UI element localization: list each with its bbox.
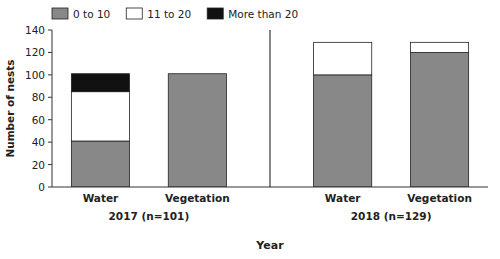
y-tick — [48, 97, 52, 98]
legend-swatch — [52, 8, 68, 19]
bar-segment — [168, 74, 226, 187]
bar-segment — [314, 42, 372, 75]
legend: 0 to 10 11 to 20 More than 20 — [52, 8, 298, 20]
group-divider — [270, 30, 271, 187]
y-tick — [48, 119, 52, 120]
y-tick-label: 20 — [32, 159, 45, 171]
bar-segment — [168, 73, 226, 74]
y-tick — [48, 187, 52, 188]
y-tick-label: 40 — [32, 136, 45, 148]
y-tick — [48, 142, 52, 143]
y-axis-label: Number of nests — [4, 59, 16, 157]
bar-segment — [168, 73, 226, 74]
group-label: 2018 (n=129) — [351, 210, 432, 222]
y-tick — [48, 74, 52, 75]
legend-swatch — [207, 8, 223, 19]
y-tick — [48, 164, 52, 165]
bar-segment — [410, 42, 468, 52]
x-tick-label: Water — [83, 192, 119, 204]
bar-segment — [314, 42, 372, 43]
legend-label: 11 to 20 — [147, 8, 191, 20]
legend-swatch — [126, 8, 142, 19]
x-tick-label: Vegetation — [407, 192, 472, 204]
y-tick-label: 60 — [32, 114, 45, 126]
bar-segment — [71, 74, 129, 92]
y-tick-label: 80 — [32, 91, 45, 103]
y-tick — [48, 30, 52, 31]
x-tick-label: Vegetation — [165, 192, 230, 204]
y-tick-label: 100 — [25, 69, 45, 81]
y-tick — [48, 52, 52, 53]
y-axis — [52, 30, 53, 187]
y-tick-label: 120 — [25, 46, 45, 58]
chart-container: 0 20 40 60 80 100 120 140 Water Vegetation Water Ve… — [0, 0, 500, 259]
x-axis-label: Year — [255, 239, 284, 252]
y-tick-label: 140 — [25, 24, 45, 36]
bar-segment — [410, 52, 468, 187]
bar-segment — [71, 92, 129, 141]
x-tick-label: Water — [325, 192, 361, 204]
chart: 0 20 40 60 80 100 120 140 Water Vegetation Water Ve… — [0, 0, 500, 259]
legend-label: 0 to 10 — [73, 8, 110, 20]
legend-label: More than 20 — [228, 8, 298, 20]
bar-segment — [71, 141, 129, 187]
group-label: 2017 (n=101) — [109, 210, 190, 222]
bar-segment — [314, 75, 372, 187]
y-tick-label: 0 — [38, 181, 45, 193]
bar-segment — [410, 42, 468, 43]
